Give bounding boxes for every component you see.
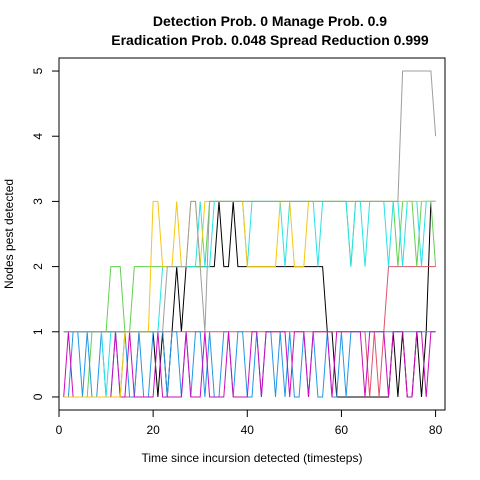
x-tick-label: 80 xyxy=(429,423,443,437)
y-tick-label: 1 xyxy=(31,328,45,335)
x-tick-label: 20 xyxy=(146,423,160,437)
series-line-6 xyxy=(63,331,436,398)
x-tick-label: 0 xyxy=(56,423,63,437)
series-line-2 xyxy=(63,266,436,398)
y-axis: 0 1 2 3 4 5 xyxy=(31,67,60,400)
y-tick-label: 2 xyxy=(31,263,45,270)
chart-title-line2: Eradication Prob. 0.048 Spread Reduction… xyxy=(111,32,429,48)
series-layer xyxy=(63,70,437,398)
x-axis-label: Time since incursion detected (timesteps… xyxy=(142,451,363,465)
chart-title-line1: Detection Prob. 0 Manage Prob. 0.9 xyxy=(153,13,387,29)
y-tick-label: 3 xyxy=(31,198,45,205)
y-axis-label: Nodes pest detected xyxy=(2,179,16,289)
x-tick-label: 60 xyxy=(335,423,349,437)
x-tick-label: 40 xyxy=(241,423,255,437)
x-axis: 0 20 40 60 80 xyxy=(56,409,443,437)
y-tick-label: 5 xyxy=(31,67,45,74)
series-line-8 xyxy=(63,70,437,333)
y-tick-label: 4 xyxy=(31,133,45,140)
y-tick-label: 0 xyxy=(31,393,45,400)
